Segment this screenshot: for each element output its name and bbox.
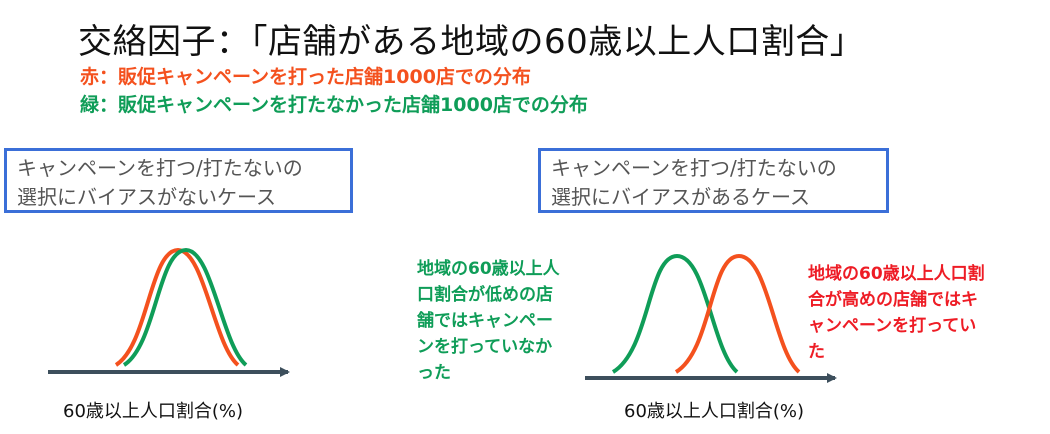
left-green-curve: [122, 247, 248, 367]
page-title: 交絡因子：「店舗がある地域の60歳以上人口割合」: [78, 22, 865, 62]
left-axis-label: 60歳以上人口割合(%): [63, 401, 244, 422]
bias-box-line-2: 選択にバイアスがあるケース: [551, 185, 810, 209]
red-note-line-4: た: [808, 342, 825, 362]
bias-case-box: キャンペーンを打つ/打たないの 選択にバイアスがあるケース: [538, 148, 889, 213]
red-note-line-3: ャンペーンを打ってい: [808, 316, 977, 336]
green-note-line-5: った: [417, 363, 451, 383]
legend-green: 緑：販促キャンペーンを打たなかった店舗1000店での分布: [80, 94, 588, 116]
green-note-line-1: 地域の60歳以上人: [417, 259, 560, 279]
bias-box-line-1: キャンペーンを打つ/打たないの: [551, 156, 837, 180]
right-axis-label: 60歳以上人口割合(%): [624, 401, 805, 422]
legend-red: 赤：販促キャンペーンを打った店舗1000店での分布: [80, 66, 531, 88]
green-note-line-2: 口割合が低めの店: [417, 285, 553, 305]
green-note-line-4: ンを打っていなか: [417, 337, 553, 357]
no-bias-box-line-2: 選択にバイアスがないケース: [17, 185, 276, 209]
red-note-line-2: 合が高めの店舗ではキ: [808, 290, 978, 310]
no-bias-box-line-1: キャンペーンを打つ/打たないの: [17, 156, 303, 180]
green-note: 地域の60歳以上人 口割合が低めの店 舗ではキャンペー ンを打っていなか った: [417, 256, 560, 386]
red-note: 地域の60歳以上人口割 合が高めの店舗ではキ ャンペーンを打ってい た: [808, 261, 985, 365]
left-red-curve: [114, 247, 240, 367]
right-green-curve: [611, 253, 739, 374]
right-red-curve: [674, 253, 801, 374]
green-note-line-3: 舗ではキャンペー: [417, 311, 553, 331]
no-bias-case-box: キャンペーンを打つ/打たないの 選択にバイアスがないケース: [4, 148, 353, 213]
red-note-line-1: 地域の60歳以上人口割: [808, 264, 985, 284]
